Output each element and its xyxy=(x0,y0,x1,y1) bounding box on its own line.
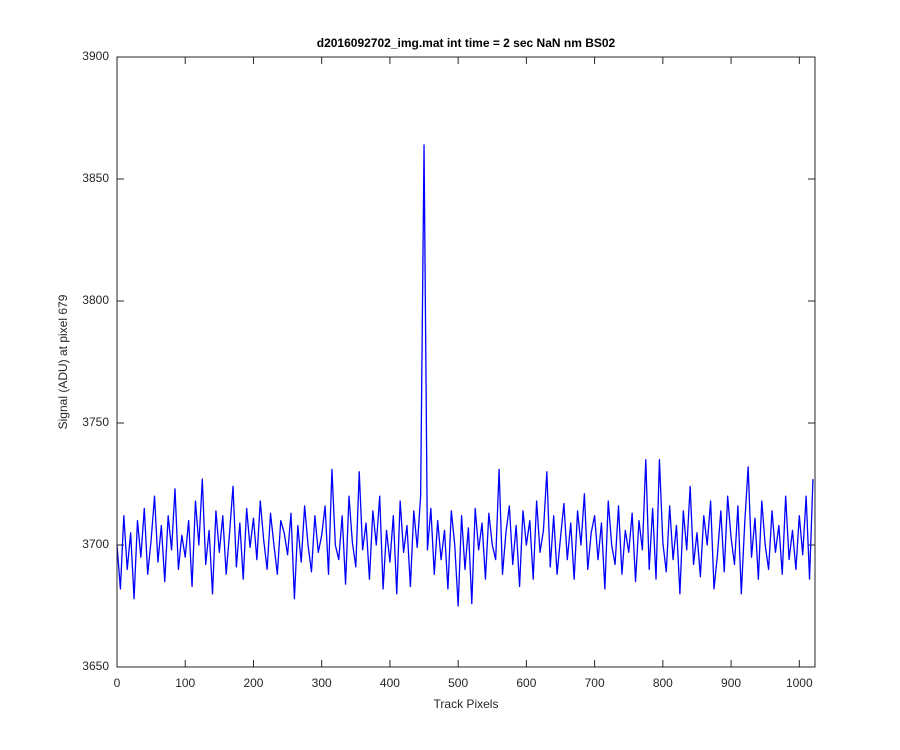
y-tick-label: 3650 xyxy=(82,659,109,673)
y-tick-label: 3900 xyxy=(82,49,109,63)
x-tick-label: 1000 xyxy=(786,676,813,690)
x-axis-label: Track Pixels xyxy=(434,697,499,711)
x-tick-label: 300 xyxy=(312,676,332,690)
x-tick-label: 200 xyxy=(243,676,263,690)
x-tick-label: 900 xyxy=(721,676,741,690)
axes-box xyxy=(116,56,816,668)
x-tick-label: 800 xyxy=(653,676,673,690)
y-axis-label: Signal (ADU) at pixel 679 xyxy=(56,294,70,429)
x-tick-label: 500 xyxy=(448,676,468,690)
x-tick-label: 400 xyxy=(380,676,400,690)
x-tick-label: 100 xyxy=(175,676,195,690)
y-tick-label: 3850 xyxy=(82,171,109,185)
x-tick-label: 600 xyxy=(516,676,536,690)
y-tick-label: 3800 xyxy=(82,293,109,307)
data-line xyxy=(116,144,814,607)
y-tick-label: 3750 xyxy=(82,415,109,429)
x-tick-label: 0 xyxy=(114,676,121,690)
y-tick-label: 3700 xyxy=(82,537,109,551)
x-tick-label: 700 xyxy=(585,676,605,690)
chart-title: d2016092702_img.mat int time = 2 sec NaN… xyxy=(317,36,616,50)
